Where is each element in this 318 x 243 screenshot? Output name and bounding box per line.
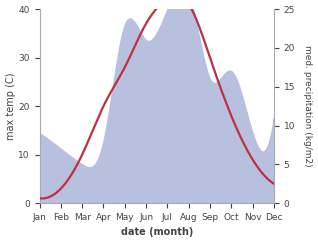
X-axis label: date (month): date (month) xyxy=(121,227,193,237)
Y-axis label: max temp (C): max temp (C) xyxy=(5,72,16,140)
Y-axis label: med. precipitation (kg/m2): med. precipitation (kg/m2) xyxy=(303,45,313,167)
